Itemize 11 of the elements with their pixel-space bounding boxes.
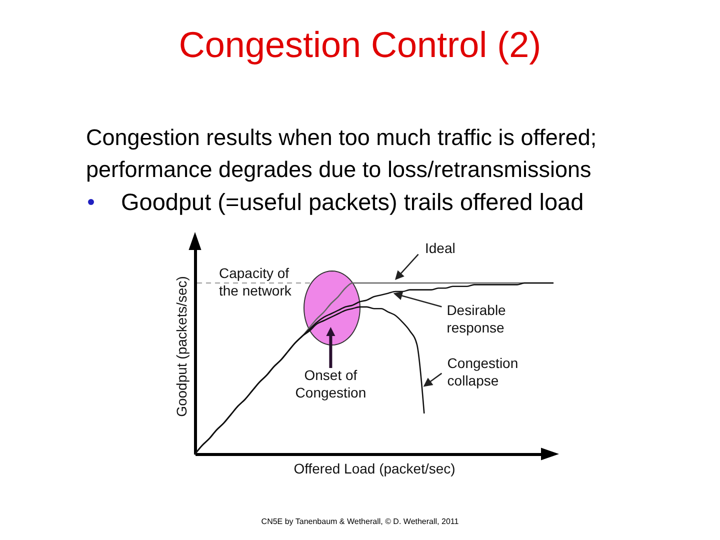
series-label: Desirable response [446,302,506,336]
text: Goodput (=useful packets) trails offered load [121,188,584,217]
x-axis-title: Offered Load (packet/sec) [294,460,456,476]
y-axis-title: Goodput (packets/sec) [174,276,190,417]
chart-subtitle: Congestion results when too much traffic is offered; performance degrades due to loss/retransmissions [86,124,598,184]
annotation: Onset of Congestion [295,367,366,400]
series-label: Congestion collapse [447,355,518,388]
ref-line-label: Capacity of the network [219,264,292,298]
text: CN5E by Tanenbaum & Wetherall, © D. Wetherall, 2011 [260,517,460,527]
chart-title: Congestion Control (2) [178,24,542,66]
series-label: Ideal [425,240,456,256]
